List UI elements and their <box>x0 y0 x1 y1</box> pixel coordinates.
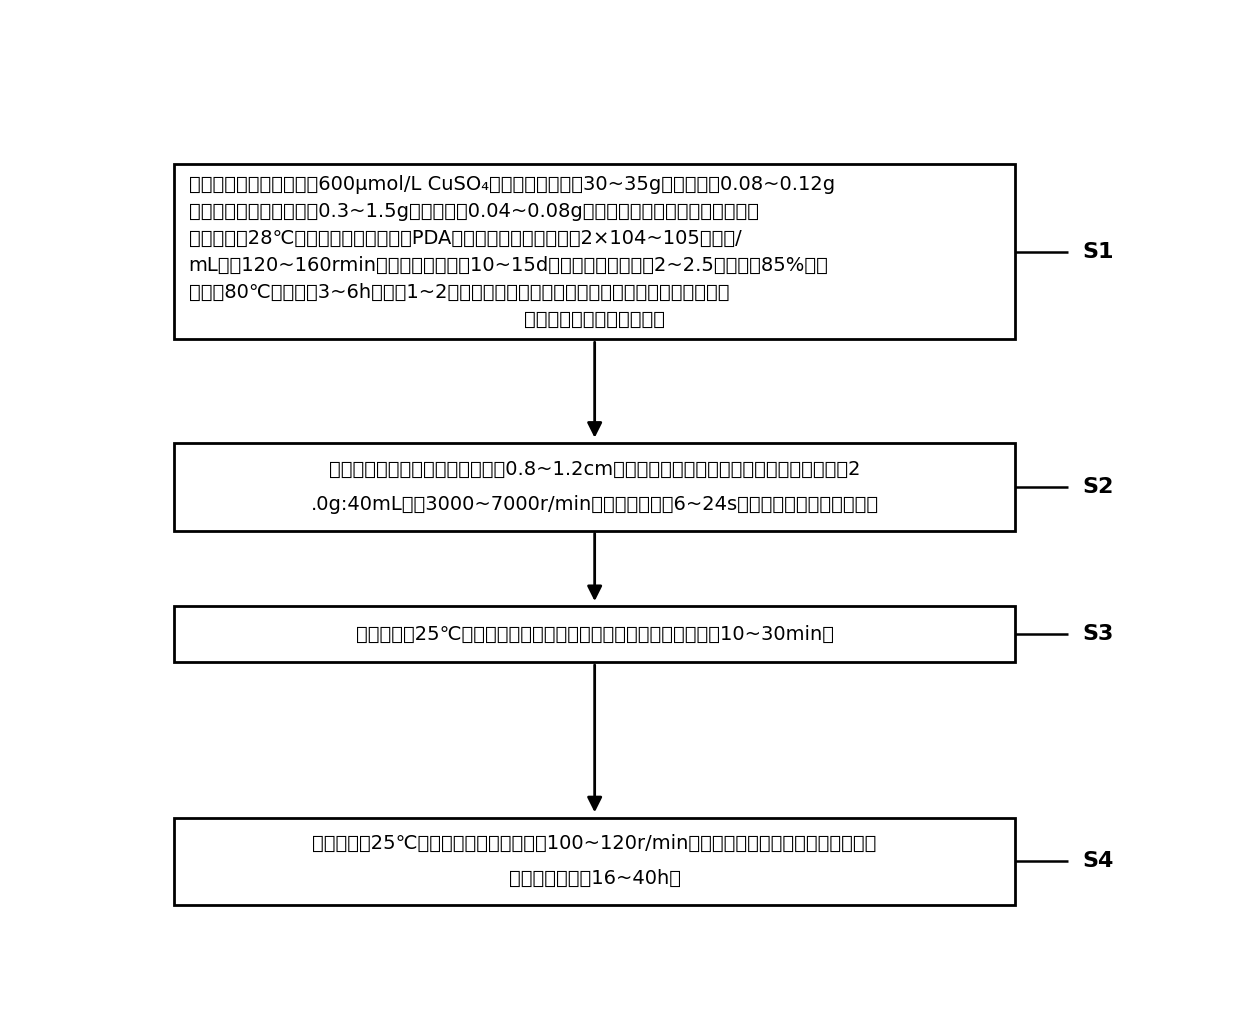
Text: S4: S4 <box>1083 852 1114 871</box>
Text: 制备花生芽培养液：每升600μmol/L CuSO₄溶液中，添加蔗糖30~35g、苯丙氨酸0.08~0.12g: 制备花生芽培养液：每升600μmol/L CuSO₄溶液中，添加蔗糖30~35g… <box>188 175 835 194</box>
Text: .0g:40mL，以3000~7000r/min剪切转速下处理6~24s，得花生芽培养混合悬液；: .0g:40mL，以3000~7000r/min剪切转速下处理6~24s，得花生… <box>310 495 879 513</box>
Bar <box>174 818 1016 906</box>
Text: S3: S3 <box>1083 624 1114 644</box>
Text: 、灰葡萄孢菌发酵提取物0.3~1.5g、阿魏酸钠0.04~0.08g；所述灰葡萄孢菌发酵提取物的制: 、灰葡萄孢菌发酵提取物0.3~1.5g、阿魏酸钠0.04~0.08g；所述灰葡萄… <box>188 202 759 220</box>
Text: mL，以120~160rmin转速恒温振荡培养10~15d，超声匀浆后，加入2~2.5倍体积的85%乙醇: mL，以120~160rmin转速恒温振荡培养10~15d，超声匀浆后，加入2~… <box>188 256 828 274</box>
Text: 紫外处理：25℃，将所得花生芽培养混合悬液置于紫外线下，辐射10~30min；: 紫外处理：25℃，将所得花生芽培养混合悬液置于紫外线下，辐射10~30min； <box>356 625 833 644</box>
Text: 得灰葡萄孢菌发酵提取物；: 得灰葡萄孢菌发酵提取物； <box>525 309 665 329</box>
Bar <box>174 443 1016 531</box>
Text: 悬浮培养：25℃，在避光黑暗条件下，以100~120r/min转速将紫外处理后花生芽培养混合悬: 悬浮培养：25℃，在避光黑暗条件下，以100~120r/min转速将紫外处理后花… <box>312 834 877 853</box>
Text: S2: S2 <box>1083 477 1114 497</box>
Text: 剪切处理：将花生芽消毒后，剪成0.8~1.2cm组织块，加入花生芽培养液中，控制固液比为2: 剪切处理：将花生芽消毒后，剪成0.8~1.2cm组织块，加入花生芽培养液中，控制… <box>329 460 861 479</box>
Bar <box>174 165 1016 339</box>
Text: 备方法为：28℃，将灰葡萄孢菌接种于PDA液体培养基中，接种量为2×104~105个孢子/: 备方法为：28℃，将灰葡萄孢菌接种于PDA液体培养基中，接种量为2×104~10… <box>188 229 742 247</box>
Text: 液恒温振荡培养16~40h。: 液恒温振荡培养16~40h。 <box>508 869 681 888</box>
Bar <box>174 607 1016 662</box>
Text: 溶液，80℃回流提取3~6h，重复1~2次，合并回流液，真空旋转蒸发回收乙醇，干燥后，即: 溶液，80℃回流提取3~6h，重复1~2次，合并回流液，真空旋转蒸发回收乙醇，干… <box>188 283 729 301</box>
Text: S1: S1 <box>1083 242 1114 262</box>
